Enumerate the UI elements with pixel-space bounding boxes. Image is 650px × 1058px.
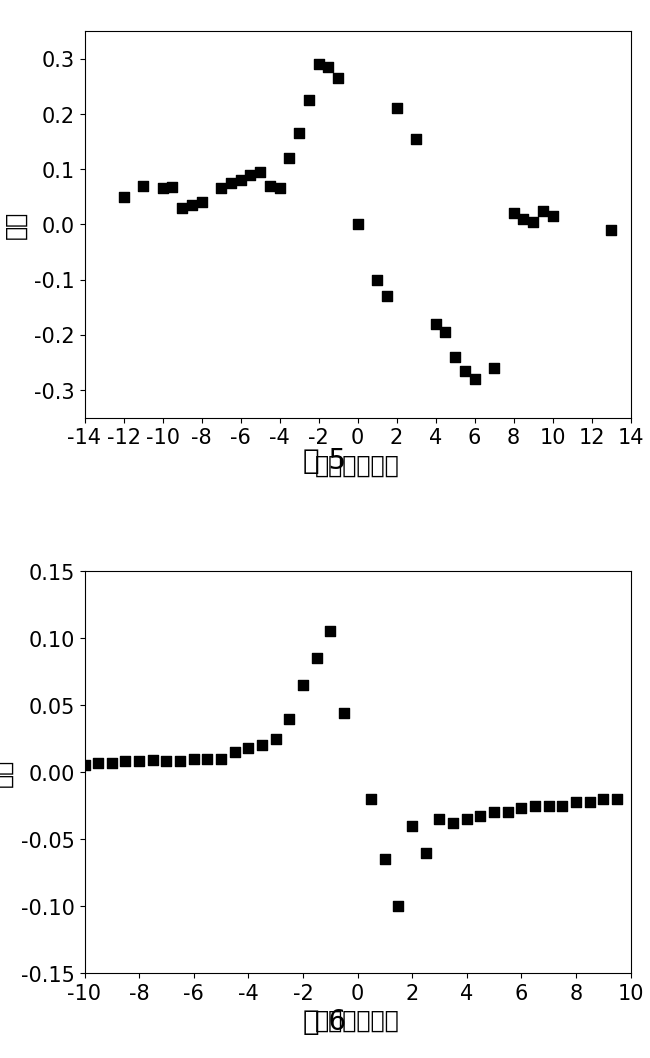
Point [391, 101, 402, 117]
Point [167, 179, 177, 196]
Point [339, 705, 349, 722]
Point [157, 181, 168, 198]
Point [538, 202, 548, 219]
Point [407, 818, 417, 835]
Y-axis label: 强度: 强度 [0, 759, 14, 786]
Point [93, 754, 103, 771]
Text: 图 6: 图 6 [304, 1007, 346, 1035]
Point [547, 208, 558, 225]
Point [79, 758, 90, 774]
Point [187, 197, 197, 214]
Point [606, 222, 616, 239]
Point [584, 794, 595, 810]
Point [411, 131, 421, 148]
Point [543, 798, 554, 815]
Point [216, 750, 226, 767]
Point [313, 56, 324, 73]
Point [430, 315, 441, 332]
Point [516, 800, 526, 817]
Point [352, 216, 363, 233]
Point [255, 164, 265, 181]
Point [270, 730, 281, 747]
Point [475, 808, 486, 825]
Point [393, 898, 404, 915]
Point [304, 92, 314, 109]
Point [202, 750, 213, 767]
Point [530, 798, 540, 815]
Point [243, 740, 254, 756]
X-axis label: 位置（毫米）: 位置（毫米） [315, 453, 400, 477]
Point [528, 214, 538, 231]
Point [235, 172, 246, 189]
Point [489, 360, 499, 377]
Point [226, 175, 236, 191]
Point [107, 754, 117, 771]
Point [134, 753, 144, 770]
Point [298, 677, 308, 694]
Point [612, 790, 622, 807]
Point [265, 178, 275, 195]
Point [311, 650, 322, 667]
Point [294, 125, 304, 142]
Point [460, 363, 470, 380]
Point [284, 710, 294, 727]
Point [489, 804, 499, 821]
Point [323, 59, 333, 76]
Point [333, 70, 343, 87]
Point [380, 851, 390, 868]
Point [274, 181, 285, 198]
Y-axis label: 强度: 强度 [3, 211, 27, 239]
Point [245, 167, 255, 184]
Point [148, 752, 158, 769]
Point [161, 753, 172, 770]
Point [229, 744, 240, 761]
Point [440, 324, 450, 341]
Point [177, 200, 187, 217]
Point [216, 181, 226, 198]
X-axis label: 位置（毫米）: 位置（毫米） [315, 1008, 400, 1033]
Point [118, 188, 129, 205]
Point [382, 288, 392, 305]
Point [372, 272, 382, 289]
Point [138, 178, 148, 195]
Point [434, 810, 445, 827]
Point [502, 804, 513, 821]
Point [518, 211, 528, 227]
Point [557, 798, 567, 815]
Point [469, 370, 480, 387]
Point [462, 810, 472, 827]
Point [448, 815, 458, 832]
Point [120, 753, 131, 770]
Point [571, 794, 581, 810]
Text: 图 5: 图 5 [304, 446, 346, 474]
Point [325, 623, 335, 640]
Point [284, 150, 294, 167]
Point [366, 790, 376, 807]
Point [257, 737, 267, 754]
Point [196, 195, 207, 212]
Point [598, 790, 608, 807]
Point [450, 349, 460, 366]
Point [175, 753, 185, 770]
Point [508, 205, 519, 222]
Point [188, 750, 199, 767]
Point [421, 844, 431, 861]
